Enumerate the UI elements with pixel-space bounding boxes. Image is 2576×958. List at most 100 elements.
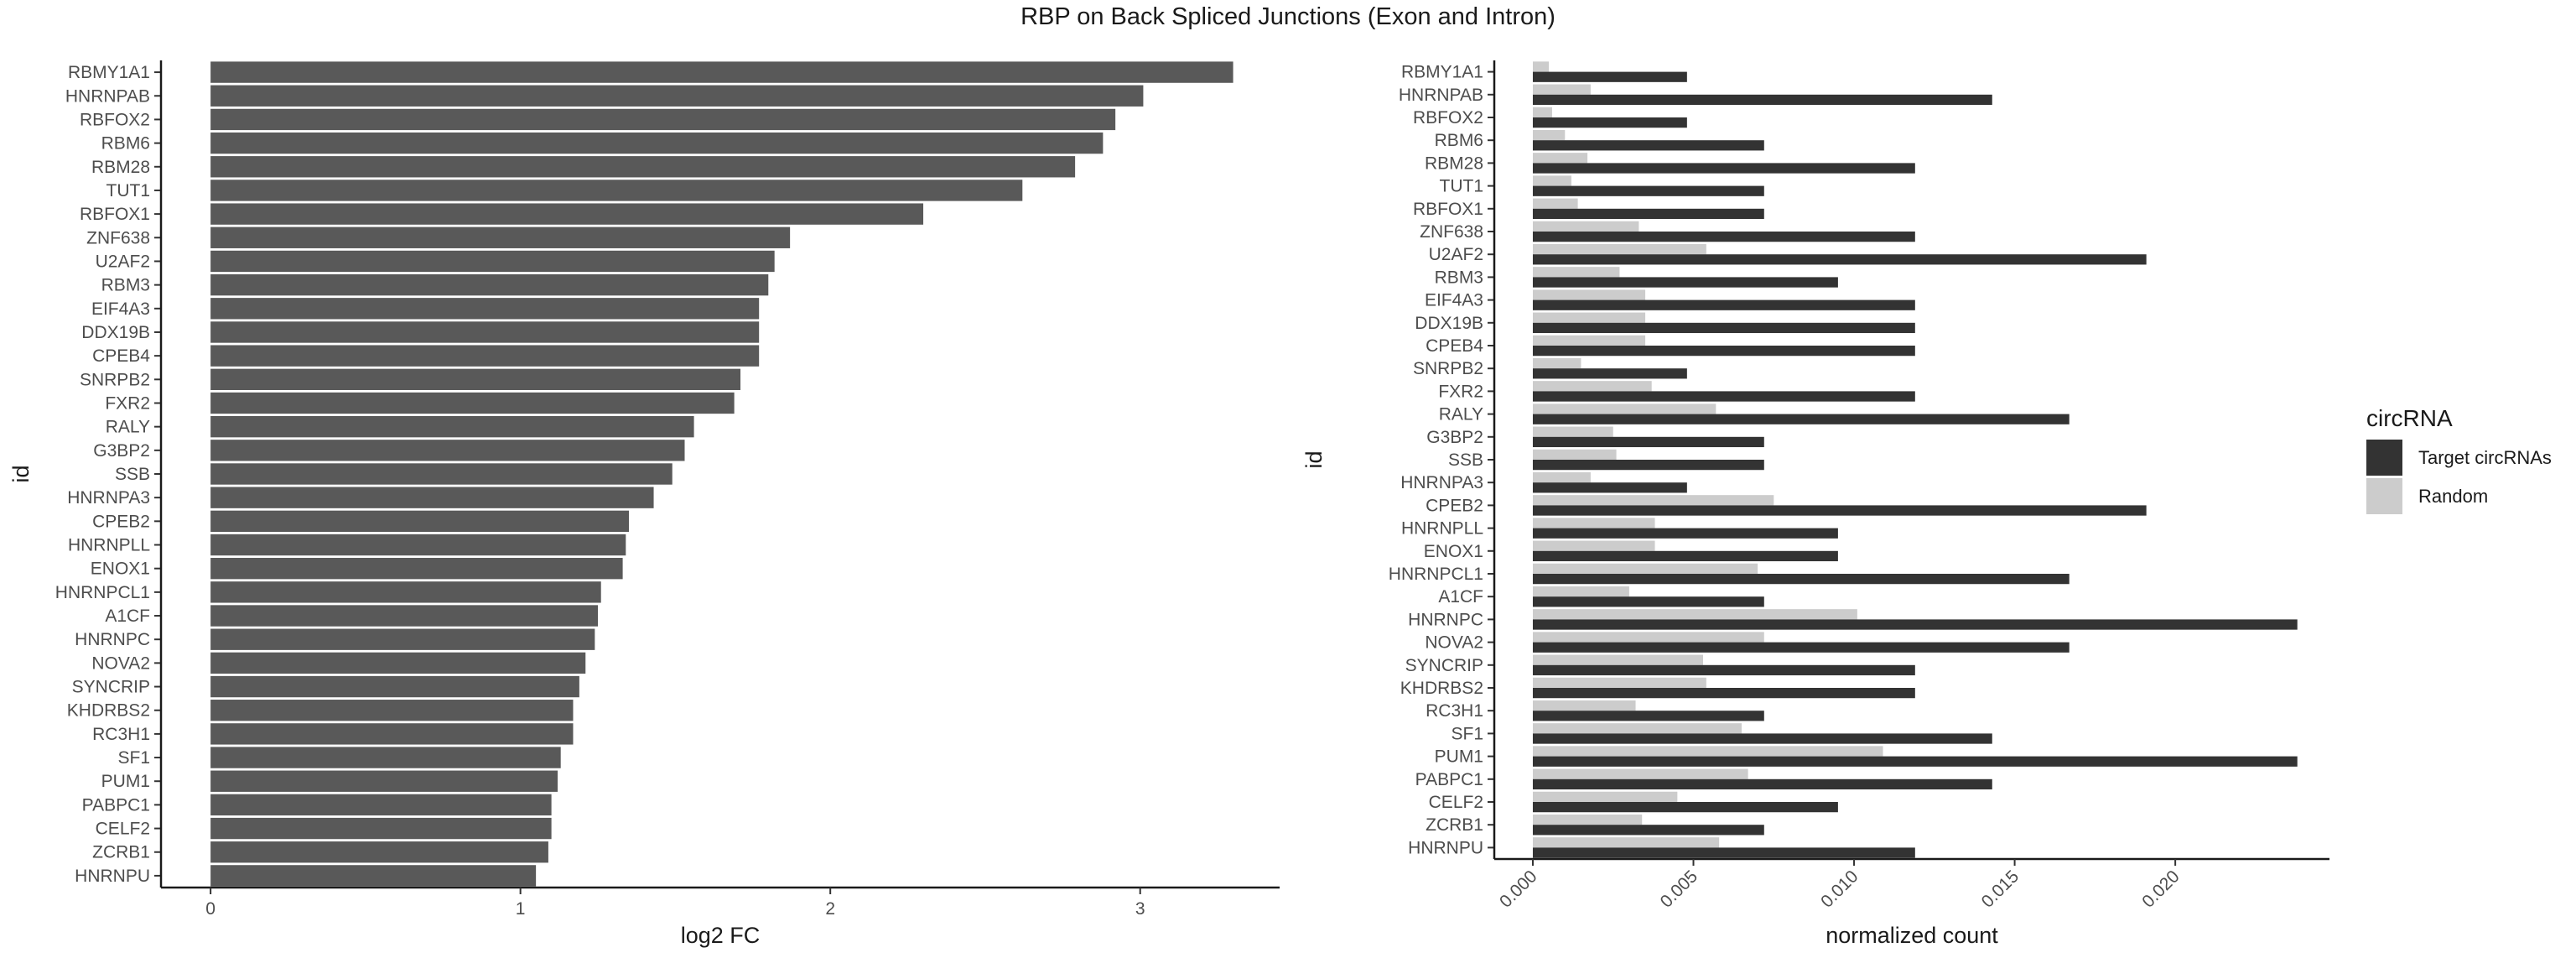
y-tick-label-rbm28: RBM28 — [1425, 154, 1483, 173]
bar-target-syncrip — [1532, 664, 1915, 676]
bar-rc3h1 — [210, 723, 574, 745]
bar-random-celf2 — [1532, 791, 1678, 802]
bar-random-rbm6 — [1532, 129, 1566, 141]
figure-title: RBP on Back Spliced Junctions (Exon and … — [1021, 3, 1555, 30]
x-axis-title: normalized count — [1826, 923, 1998, 948]
y-tick-label-rbfox1: RBFOX1 — [1413, 200, 1483, 219]
bar-cpeb4 — [210, 345, 760, 367]
bar-target-rbm28 — [1532, 163, 1915, 174]
bar-target-hnrnpll — [1532, 528, 1838, 539]
y-tick-label-rbmy1a1: RBMY1A1 — [68, 63, 150, 82]
bar-ssb — [210, 463, 673, 485]
bar-znf638 — [210, 226, 791, 248]
bar-target-hnrnpa3 — [1532, 482, 1687, 493]
bar-a1cf — [210, 605, 599, 627]
y-tick-label-rbfox2: RBFOX2 — [80, 110, 150, 129]
y-tick-label-nova2: NOVA2 — [91, 653, 150, 673]
legend-label-random: Random — [2418, 486, 2488, 507]
bar-target-hnrnpab — [1532, 94, 1992, 106]
bar-raly — [210, 415, 694, 438]
bar-target-celf2 — [1532, 802, 1838, 813]
bar-random-fxr2 — [1532, 381, 1652, 392]
y-tick-label-znf638: ZNF638 — [1420, 222, 1483, 242]
y-tick-label-hnrnpcl1: HNRNPCL1 — [55, 583, 150, 602]
y-tick-label-khdrbs2: KHDRBS2 — [67, 701, 150, 721]
y-tick-label-hnrnpll: HNRNPLL — [68, 536, 150, 555]
y-tick-label-tut1: TUT1 — [1440, 177, 1484, 196]
bar-random-pum1 — [1532, 746, 1883, 757]
bar-target-hnrnpcl1 — [1532, 574, 2070, 585]
y-tick-label-hnrnpc: HNRNPC — [75, 630, 150, 649]
x-tick-label: 1 — [516, 899, 526, 919]
x-tick-label: 0.015 — [1978, 867, 2023, 911]
y-tick-label-eif4a3: EIF4A3 — [91, 299, 150, 319]
bar-target-nova2 — [1532, 642, 2070, 653]
bar-rbmy1a1 — [210, 61, 1233, 83]
bar-rbm28 — [210, 156, 1076, 178]
bar-target-sf1 — [1532, 733, 1992, 744]
bar-random-hnrnpab — [1532, 84, 1591, 95]
x-tick-label: 3 — [1135, 899, 1145, 919]
bar-g3bp2 — [210, 440, 685, 461]
bar-random-pabpc1 — [1532, 768, 1748, 779]
bar-celf2 — [210, 817, 552, 840]
y-axis-title: id — [8, 465, 34, 482]
bar-random-znf638 — [1532, 221, 1639, 232]
y-tick-label-cpeb2: CPEB2 — [1426, 496, 1483, 515]
y-tick-label-zcrb1: ZCRB1 — [92, 843, 150, 862]
bar-random-hnrnpll — [1532, 518, 1655, 528]
y-tick-label-ssb: SSB — [1448, 450, 1483, 470]
bar-random-a1cf — [1532, 586, 1629, 597]
y-tick-label-hnrnpc: HNRNPC — [1408, 610, 1483, 629]
y-tick-label-raly: RALY — [1439, 405, 1483, 424]
y-tick-label-khdrbs2: KHDRBS2 — [1400, 679, 1483, 698]
bar-pabpc1 — [210, 794, 552, 816]
bar-target-u2af2 — [1532, 254, 2147, 265]
bar-random-rc3h1 — [1532, 700, 1636, 711]
bar-target-rbfox1 — [1532, 208, 1764, 220]
bar-random-hnrnpu — [1532, 837, 1720, 848]
bar-target-enox1 — [1532, 550, 1838, 562]
bar-eif4a3 — [210, 298, 760, 320]
y-tick-label-rbm6: RBM6 — [101, 134, 150, 154]
bar-random-zcrb1 — [1532, 814, 1643, 825]
bar-random-cpeb4 — [1532, 335, 1646, 346]
y-tick-label-fxr2: FXR2 — [105, 393, 150, 413]
y-tick-label-u2af2: U2AF2 — [96, 252, 150, 271]
legend-title: circRNA — [2366, 405, 2453, 431]
x-tick-label: 0.000 — [1496, 867, 1540, 911]
bar-target-rbfox2 — [1532, 117, 1687, 128]
bar-hnrnpll — [210, 534, 626, 556]
y-tick-label-celf2: CELF2 — [1429, 793, 1483, 812]
x-axis-title: log2 FC — [681, 923, 761, 948]
x-tick-label: 0.005 — [1657, 867, 1701, 911]
y-tick-label-hnrnpcl1: HNRNPCL1 — [1389, 565, 1483, 584]
bar-target-rbmy1a1 — [1532, 71, 1687, 82]
normalized-count-chart: RBMY1A1 HNRNPAB RBFOX2 RBM6 RBM28 TUT1 RBFOX1 Z… — [1301, 60, 2552, 948]
y-tick-label-g3bp2: G3BP2 — [93, 441, 150, 461]
bar-target-khdrbs2 — [1532, 688, 1915, 699]
bar-target-pum1 — [1532, 756, 2298, 767]
bar-target-tut1 — [1532, 185, 1764, 196]
y-axis-title: id — [1301, 450, 1327, 468]
y-tick-label-hnrnpa3: HNRNPA3 — [1400, 473, 1483, 492]
legend-label-target: Target circRNAs — [2418, 447, 2552, 468]
bar-random-hnrnpa3 — [1532, 471, 1591, 483]
y-tick-label-a1cf: A1CF — [105, 607, 150, 626]
y-tick-label-cpeb2: CPEB2 — [92, 512, 150, 531]
bar-khdrbs2 — [210, 700, 574, 721]
y-tick-label-celf2: CELF2 — [96, 820, 150, 839]
y-tick-label-rbfox1: RBFOX1 — [80, 205, 150, 224]
bar-hnrnpa3 — [210, 487, 654, 508]
y-tick-label-rbm3: RBM3 — [1435, 268, 1483, 287]
y-tick-label-a1cf: A1CF — [1438, 587, 1483, 607]
legend-swatch-random — [2366, 478, 2402, 514]
y-tick-label-enox1: ENOX1 — [91, 560, 150, 579]
bar-random-hnrnpc — [1532, 609, 1857, 620]
y-tick-label-snrpb2: SNRPB2 — [1413, 359, 1483, 378]
bar-random-snrpb2 — [1532, 357, 1581, 369]
bar-hnrnpc — [210, 628, 595, 650]
bar-target-ddx19b — [1532, 322, 1915, 334]
y-tick-label-hnrnpu: HNRNPU — [1408, 838, 1483, 857]
x-tick-label: 0.010 — [1817, 867, 1862, 911]
